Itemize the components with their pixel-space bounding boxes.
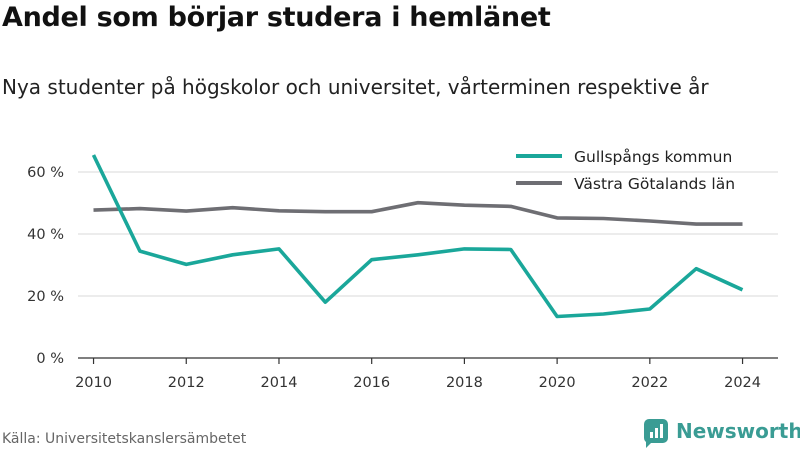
- series-line-gullspångs-kommun: [91, 154, 744, 319]
- series-line-västra-götalands-län: [93, 200, 743, 226]
- chart-title: Andel som börjar studera i hemlänet: [2, 2, 551, 33]
- axes: 0 % 20 % 40 % 60 % 2010 2012 2014 2016 2018 2020 2…: [27, 165, 778, 391]
- y-tick-label: 0 %: [36, 351, 64, 367]
- source-note: Källa: Universitetskanslersämbetet: [2, 431, 247, 447]
- y-tick-label: 60 %: [27, 165, 64, 181]
- y-tick-label: 40 %: [27, 227, 64, 243]
- x-tick-label: 2020: [539, 375, 576, 391]
- chart-subtitle: Nya studenter på högskolor och universit…: [2, 75, 709, 99]
- series-lines: [91, 154, 744, 319]
- legend-label: Gullspångs kommun: [574, 148, 732, 166]
- legend-swatch: [516, 181, 562, 185]
- legend-swatch: [516, 154, 562, 158]
- x-tick-label: 2012: [168, 375, 205, 391]
- legend-label: Västra Götalands län: [574, 175, 735, 193]
- x-tick-label: 2016: [353, 375, 390, 391]
- newsworthy-bar-chart-icon: [644, 419, 668, 448]
- x-tick-label: 2010: [75, 375, 112, 391]
- y-tick-label: 20 %: [27, 289, 64, 305]
- brand-logo: Newsworthy: [644, 419, 800, 448]
- x-tick-label: 2024: [724, 375, 761, 391]
- x-tick-label: 2018: [446, 375, 483, 391]
- x-tick-label: 2014: [261, 375, 298, 391]
- legend: Gullspångs kommun Västra Götalands län: [516, 148, 735, 193]
- brand-name: Newsworthy: [676, 419, 800, 443]
- x-tick-label: 2022: [631, 375, 668, 391]
- grid-lines: [78, 171, 778, 297]
